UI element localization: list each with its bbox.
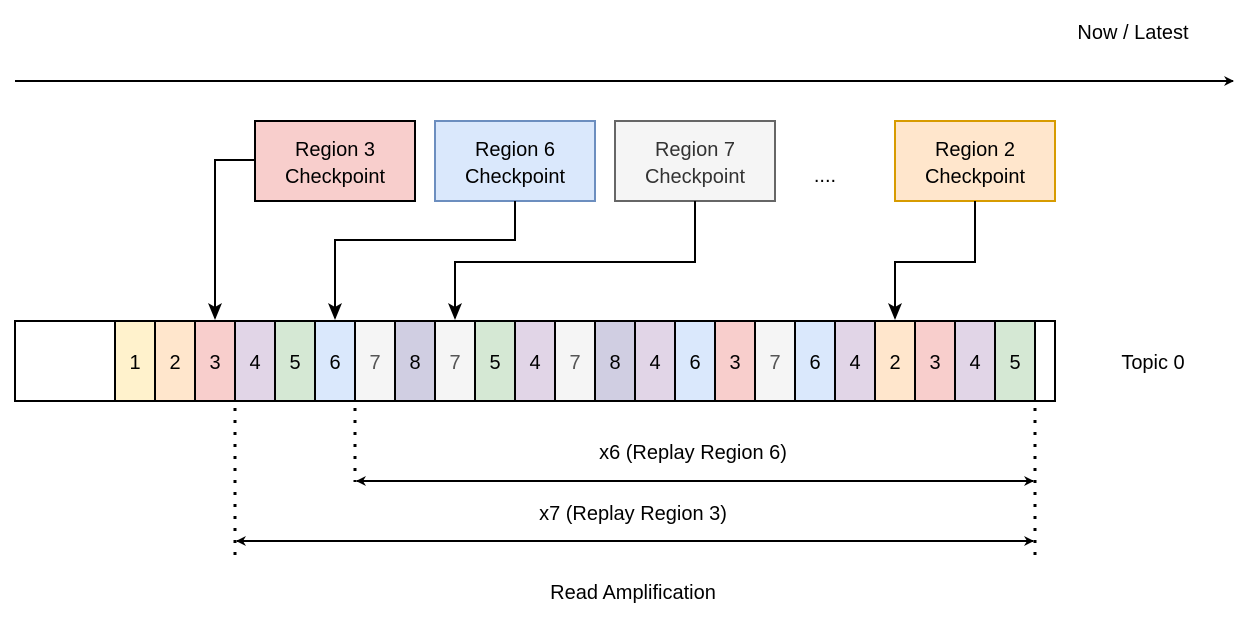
topic-cell-region-4: 4 xyxy=(634,320,676,402)
cell-label: 7 xyxy=(569,352,580,374)
topic-cell-region-8: 8 xyxy=(394,320,436,402)
cell-rect xyxy=(674,320,716,402)
topic-cell-region-3: 3 xyxy=(914,320,956,402)
checkpoint-box-region-6: Region 6 Checkpoint xyxy=(434,120,596,202)
arrowhead-icon xyxy=(208,303,222,320)
ellipsis: .... xyxy=(814,165,836,187)
topic-cell-region-4: 4 xyxy=(514,320,556,402)
checkpoint-title: Region 3 xyxy=(295,139,375,161)
topic-cell-region-4: 4 xyxy=(834,320,876,402)
cell-rect xyxy=(554,320,596,402)
topic-cell-region-6: 6 xyxy=(794,320,836,402)
cell-label: 1 xyxy=(129,352,140,374)
checkpoint-rect xyxy=(254,120,416,202)
cell-label: 4 xyxy=(529,352,540,374)
checkpoint-rect xyxy=(894,120,1056,202)
cell-label: 4 xyxy=(249,352,260,374)
checkpoint-rect xyxy=(434,120,596,202)
topic-cell-region-2: 2 xyxy=(874,320,916,402)
cell-label: 5 xyxy=(289,352,300,374)
cell-rect xyxy=(994,320,1036,402)
cell-label: 4 xyxy=(969,352,980,374)
cell-rect xyxy=(394,320,436,402)
arrowhead-icon xyxy=(888,303,902,320)
cell-label: 5 xyxy=(489,352,500,374)
cell-label: 7 xyxy=(449,352,460,374)
connector-region-2 xyxy=(894,201,976,318)
checkpoint-box-region-7: Region 7 Checkpoint xyxy=(614,120,776,202)
topic-cell-region-7: 7 xyxy=(434,320,476,402)
cell-label: 6 xyxy=(689,352,700,374)
cell-label: 2 xyxy=(889,352,900,374)
checkpoint-subtitle: Checkpoint xyxy=(465,166,566,188)
cell-label: 5 xyxy=(1009,352,1020,374)
cell-label: 4 xyxy=(649,352,660,374)
cell-label: 3 xyxy=(929,352,940,374)
connector-region-7 xyxy=(454,201,696,318)
topic-cell-region-4: 4 xyxy=(234,320,276,402)
topic-cell-region-7: 7 xyxy=(354,320,396,402)
checkpoint-box-region-3: Region 3 Checkpoint xyxy=(254,120,416,202)
checkpoint-box-region-2: Region 2 Checkpoint xyxy=(894,120,1056,202)
topic-cell-region-2: 2 xyxy=(154,320,196,402)
arrowhead-icon xyxy=(448,303,462,320)
connector-region-6 xyxy=(334,201,516,318)
cell-label: 6 xyxy=(329,352,340,374)
checkpoint-title: Region 6 xyxy=(475,139,555,161)
cell-label: 2 xyxy=(169,352,180,374)
topic-cell-region-7: 7 xyxy=(554,320,596,402)
checkpoint-subtitle: Checkpoint xyxy=(925,166,1026,188)
topic-cell-region-3: 3 xyxy=(714,320,756,402)
topic-cell-region-4: 4 xyxy=(954,320,996,402)
cell-rect xyxy=(314,320,356,402)
cell-rect xyxy=(154,320,196,402)
checkpoint-subtitle: Checkpoint xyxy=(645,166,746,188)
checkpoint-title: Region 2 xyxy=(935,139,1015,161)
cell-label: 8 xyxy=(409,352,420,374)
checkpoint-subtitle: Checkpoint xyxy=(285,166,386,188)
timeline-label: Now / Latest xyxy=(1077,22,1189,44)
topic-cell-region-6: 6 xyxy=(314,320,356,402)
topic-cell-region-8: 8 xyxy=(594,320,636,402)
cell-rect xyxy=(794,320,836,402)
connector-region-3 xyxy=(214,159,255,318)
topic-cell-region-1: 1 xyxy=(114,320,156,402)
cell-rect xyxy=(874,320,916,402)
cell-rect xyxy=(914,320,956,402)
topic-cell-region-5: 5 xyxy=(274,320,316,402)
topic-cell-region-3: 3 xyxy=(194,320,236,402)
arrowhead-icon xyxy=(328,303,342,320)
cell-label: 8 xyxy=(609,352,620,374)
read-amplification-caption: Read Amplification xyxy=(550,582,716,604)
cell-rect xyxy=(834,320,876,402)
cell-label: 7 xyxy=(769,352,780,374)
cell-rect xyxy=(634,320,676,402)
cell-label: 7 xyxy=(369,352,380,374)
cell-rect xyxy=(474,320,516,402)
topic-cell-region-7: 7 xyxy=(754,320,796,402)
cell-rect xyxy=(234,320,276,402)
topic-cell-region-5: 5 xyxy=(994,320,1036,402)
checkpoint-rect xyxy=(614,120,776,202)
cell-label: 6 xyxy=(809,352,820,374)
checkpoint-title: Region 7 xyxy=(655,139,735,161)
cell-rect xyxy=(954,320,996,402)
topic-cell-region-6: 6 xyxy=(674,320,716,402)
topic-cell-region-5: 5 xyxy=(474,320,516,402)
topic-label: Topic 0 xyxy=(1121,352,1184,374)
cell-rect xyxy=(754,320,796,402)
cell-label: 3 xyxy=(729,352,740,374)
replay-region-3-label: x7 (Replay Region 3) xyxy=(539,503,727,525)
cell-label: 3 xyxy=(209,352,220,374)
cell-label: 4 xyxy=(849,352,860,374)
replay-region-6-label: x6 (Replay Region 6) xyxy=(599,442,787,464)
